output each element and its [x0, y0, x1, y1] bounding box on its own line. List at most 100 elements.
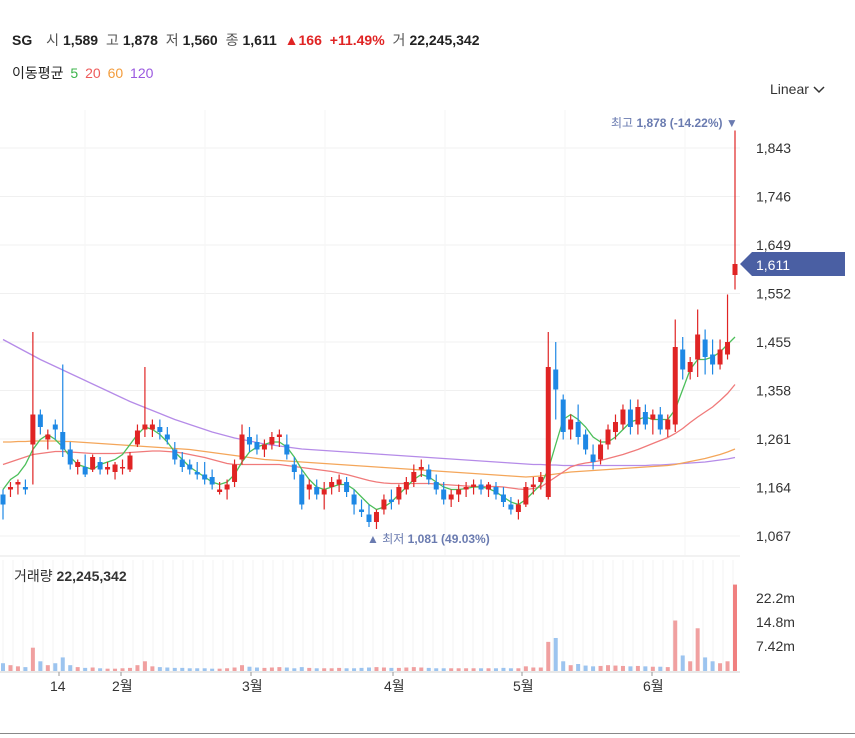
candle-body — [105, 467, 111, 470]
volume-bar — [606, 665, 611, 671]
volume-bar — [187, 668, 192, 671]
volume-bar — [1, 663, 5, 671]
candle — [105, 462, 111, 475]
candle-body — [254, 442, 260, 450]
volume-bar — [576, 664, 581, 671]
volume-bar — [367, 667, 371, 671]
volume-bar — [180, 667, 185, 671]
high-annotation-label: 최고 — [611, 116, 633, 130]
close-value: 1,611 — [242, 32, 277, 48]
candle-body — [463, 487, 469, 490]
candle — [463, 482, 469, 497]
current-price-label: 1,611 — [756, 257, 790, 273]
scale-selector[interactable]: Linear — [770, 81, 825, 97]
candle-body — [314, 487, 320, 495]
candle — [642, 404, 648, 430]
candle-body — [403, 482, 409, 490]
low-value: 1,560 — [182, 32, 218, 48]
volume-bar — [15, 666, 20, 671]
candle-body — [433, 482, 439, 490]
candle — [702, 329, 708, 375]
candle — [620, 404, 626, 430]
volume-bar — [105, 668, 110, 671]
volume-bar — [172, 667, 177, 671]
high-value: 1,878 — [122, 32, 158, 48]
volume-bar — [613, 665, 618, 671]
candle-body — [695, 334, 701, 360]
candle-body — [680, 349, 686, 370]
price-tick-label: 1,649 — [756, 237, 791, 253]
ma120-line — [2, 338, 736, 467]
candle — [523, 482, 529, 507]
candle-body — [127, 455, 133, 470]
candle — [635, 399, 641, 435]
candle — [7, 482, 13, 497]
volume-bar — [210, 668, 215, 671]
candle-body — [209, 477, 215, 485]
candle — [411, 464, 417, 487]
volume-bar — [322, 668, 327, 671]
volume-bar — [30, 647, 35, 671]
candle-body — [52, 424, 58, 430]
volume-bar — [8, 665, 13, 671]
candle-body — [710, 354, 716, 365]
candle-body — [672, 347, 678, 425]
candle-body — [568, 419, 574, 430]
time-tick-label: 6월 — [643, 678, 664, 694]
moving-average-legend[interactable]: 이동평균 5 20 60 120 — [12, 63, 156, 83]
volume-bar — [718, 663, 723, 671]
candle — [45, 429, 51, 450]
candle — [157, 419, 163, 440]
candle — [575, 404, 581, 445]
candle-body — [426, 469, 432, 480]
candle-body — [687, 362, 693, 372]
candle — [82, 454, 88, 477]
candle — [396, 484, 402, 505]
candle — [553, 342, 559, 420]
candle-body — [224, 484, 230, 490]
candle-body — [530, 484, 536, 487]
volume-bar — [733, 584, 737, 671]
candle-body — [336, 479, 342, 485]
candle-body — [217, 489, 223, 492]
volume-bar — [695, 628, 700, 671]
volume-bar — [225, 668, 230, 671]
volume-bar — [299, 667, 304, 671]
candle — [299, 469, 305, 510]
low-label: 저 — [165, 32, 179, 48]
candle-body — [246, 437, 252, 445]
volume-bar — [60, 657, 65, 671]
candle — [568, 414, 574, 440]
candle — [134, 424, 140, 447]
candle-body — [67, 449, 73, 465]
volume-bar — [142, 661, 147, 671]
candle — [366, 504, 372, 527]
volume-bar — [292, 668, 297, 671]
candle-body — [411, 472, 417, 482]
volume-bar — [352, 668, 357, 671]
volume-bar — [628, 666, 633, 671]
candle — [590, 444, 596, 470]
candle-body — [612, 422, 618, 432]
candle-body — [239, 434, 245, 460]
candle — [650, 409, 656, 435]
volume-tick-label: 14.8m — [756, 614, 795, 630]
candle — [194, 462, 200, 480]
volume-bar — [703, 657, 708, 671]
volume-bar — [643, 666, 648, 671]
candle-body — [538, 477, 544, 482]
candle-body — [396, 487, 402, 500]
candle-body — [560, 399, 566, 432]
volume-bar — [516, 668, 521, 671]
candle-body — [598, 444, 604, 460]
volume-bar — [127, 667, 132, 671]
candle-body — [157, 427, 163, 432]
price-tick-label: 1,067 — [756, 528, 791, 544]
candle-body — [478, 484, 484, 490]
candle — [665, 414, 671, 437]
ma-period-60: 60 — [107, 65, 124, 81]
volume-bar — [553, 637, 558, 671]
candle-body — [45, 434, 51, 440]
volume-bar — [150, 666, 155, 671]
